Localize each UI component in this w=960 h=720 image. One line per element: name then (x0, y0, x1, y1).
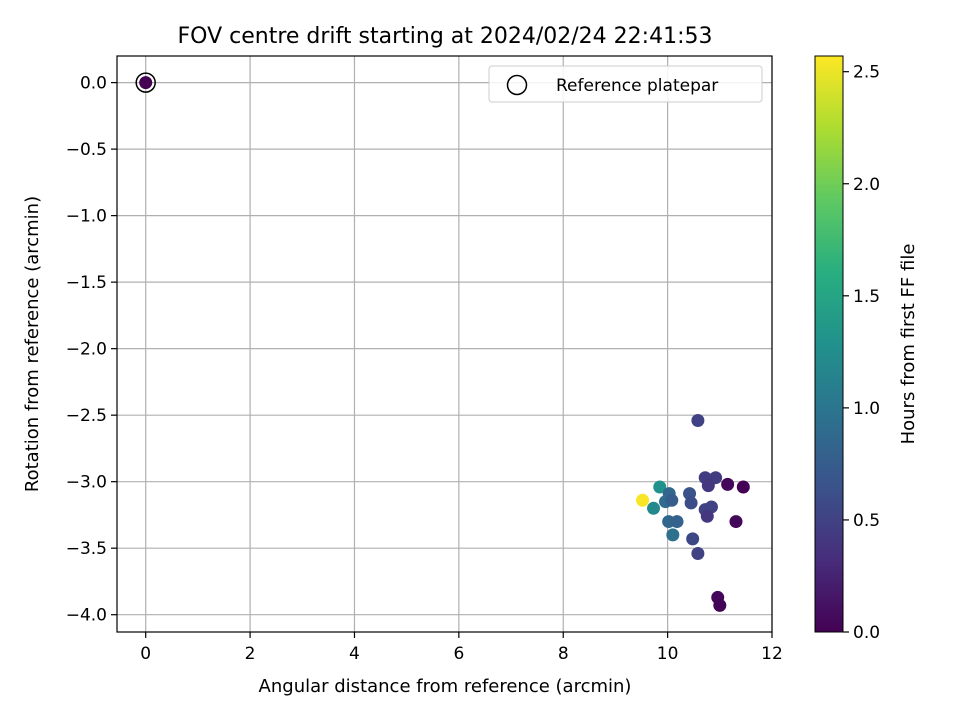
data-point (721, 477, 735, 491)
y-tick-label: −1.5 (66, 273, 107, 293)
y-tick-label: −3.5 (66, 539, 107, 559)
y-axis-label: Rotation from reference (arcmin) (22, 196, 43, 492)
x-axis-ticks: 0 2 4 6 8 10 12 (140, 632, 783, 664)
legend-box (488, 65, 763, 103)
colorbar-gradient (814, 55, 844, 633)
data-point (701, 479, 715, 493)
colorbar-tick-label: 0.0 (853, 623, 880, 643)
data-point (684, 496, 698, 510)
colorbar-tick-label: 2.5 (853, 63, 880, 83)
data-point (647, 501, 661, 515)
y-tick-label: −4.0 (66, 606, 107, 626)
colorbar-tick-label: 1.0 (853, 399, 880, 419)
legend: Reference platepar (488, 65, 763, 103)
colorbar-tick-label: 2.0 (853, 175, 880, 195)
data-point (691, 547, 705, 561)
colorbar-tick-label: 0.5 (853, 511, 880, 531)
data-point (686, 532, 700, 546)
x-tick-label: 4 (349, 644, 360, 664)
x-tick-label: 10 (657, 644, 679, 664)
data-point (700, 509, 714, 523)
reference-point (139, 76, 153, 90)
colorbar-ticks: 0.0 0.5 1.0 1.5 2.0 2.5 (843, 63, 880, 643)
data-point (729, 515, 743, 529)
x-tick-label: 8 (558, 644, 569, 664)
y-tick-label: −2.5 (66, 406, 107, 426)
data-point (713, 598, 727, 612)
reference-marker (135, 72, 156, 93)
colorbar-label: Hours from first FF file (898, 244, 919, 445)
plot-frame (116, 55, 773, 633)
data-point (670, 515, 684, 529)
legend-label-reference: Reference platepar (556, 76, 718, 96)
y-tick-label: −0.5 (66, 140, 107, 160)
data-point (636, 493, 650, 507)
grid (117, 56, 773, 632)
data-point (691, 413, 705, 427)
y-tick-label: −3.0 (66, 473, 107, 493)
y-tick-label: 0.0 (80, 74, 107, 94)
chart-title: FOV centre drift starting at 2024/02/24 … (178, 24, 713, 49)
x-tick-label: 2 (245, 644, 256, 664)
x-tick-label: 12 (761, 644, 783, 664)
x-axis-label: Angular distance from reference (arcmin) (259, 676, 632, 697)
data-point (736, 480, 750, 494)
x-tick-label: 6 (453, 644, 464, 664)
colorbar-tick-label: 1.5 (853, 287, 880, 307)
y-axis-ticks: 0.0 −0.5 −1.0 −1.5 −2.0 −2.5 −3.0 −3.5 −4.0 (66, 74, 117, 626)
y-tick-label: −2.0 (66, 340, 107, 360)
data-points (135, 72, 750, 612)
data-point (665, 493, 679, 507)
x-tick-label: 0 (140, 644, 151, 664)
y-tick-label: −1.0 (66, 207, 107, 227)
colorbar: 0.0 0.5 1.0 1.5 2.0 2.5 Hours from first FF f… (814, 55, 919, 643)
data-point (653, 480, 667, 494)
legend-marker-reference (506, 74, 528, 96)
data-point (666, 528, 680, 542)
